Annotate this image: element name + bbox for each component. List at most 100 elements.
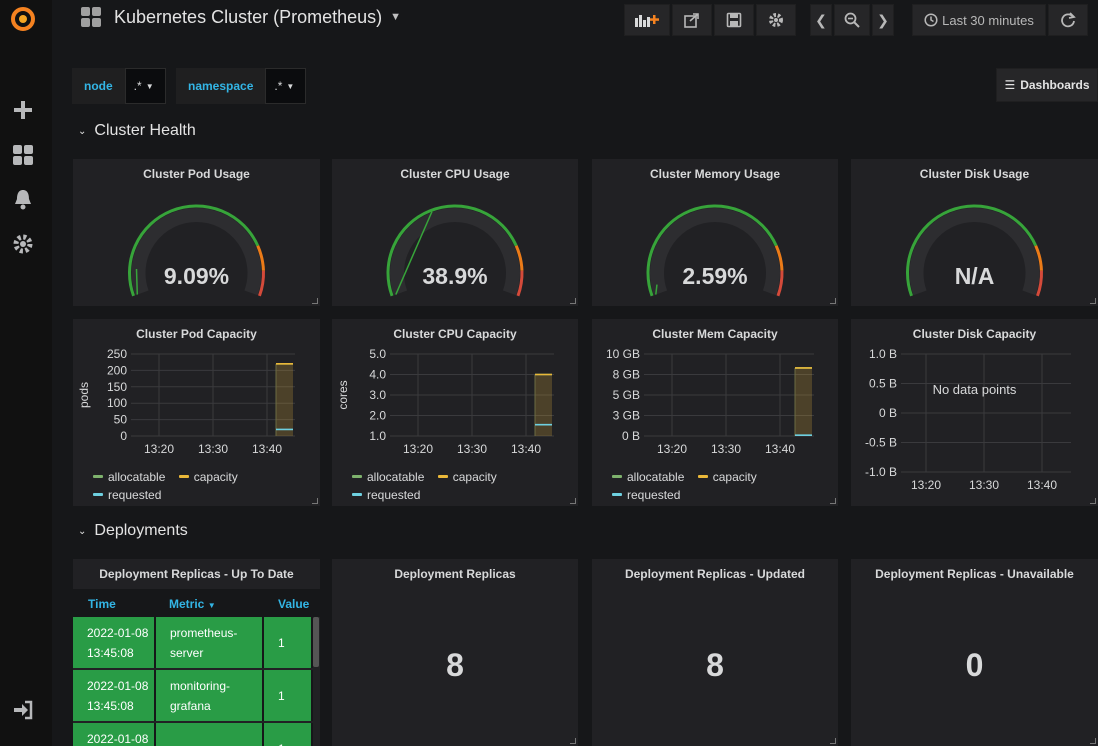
gauge-threshold-critical bbox=[1036, 270, 1043, 297]
singlestat-value: 0 bbox=[965, 647, 984, 683]
variable-node-label: node bbox=[72, 68, 125, 104]
panel-title[interactable]: Cluster CPU Usage bbox=[400, 167, 510, 181]
x-tick-label: 13:20 bbox=[657, 442, 687, 456]
gauge-threshold-critical bbox=[258, 270, 265, 297]
y-tick-label: 0 B bbox=[622, 429, 640, 443]
cell-metric: prometheus-server bbox=[156, 617, 264, 668]
legend-capacity[interactable]: capacity bbox=[697, 470, 757, 484]
cell-value: 1 bbox=[264, 617, 313, 668]
panel-deployment-replicas-unavailable: Deployment Replicas - Unavailable 0 bbox=[851, 559, 1098, 746]
legend-requested[interactable]: requested bbox=[352, 488, 420, 502]
panel-title[interactable]: Deployment Replicas - Up To Date bbox=[99, 567, 294, 581]
x-tick-label: 13:20 bbox=[911, 478, 941, 492]
grafana-logo-icon[interactable] bbox=[10, 6, 36, 32]
resize-handle[interactable] bbox=[830, 498, 836, 504]
variable-namespace-label: namespace bbox=[176, 68, 266, 104]
gauge-pod-usage bbox=[128, 204, 265, 297]
time-range-label: Last 30 minutes bbox=[942, 12, 1034, 28]
time-back-button[interactable]: ❮ bbox=[810, 4, 832, 36]
bars-icon: ☰ bbox=[1004, 78, 1016, 92]
panel-title[interactable]: Cluster Disk Usage bbox=[919, 167, 1030, 181]
legend-allocatable[interactable]: allocatable bbox=[352, 470, 424, 484]
gauge-track bbox=[909, 208, 1040, 296]
zoom-out-button[interactable] bbox=[834, 4, 870, 36]
legend-capacity[interactable]: capacity bbox=[178, 470, 238, 484]
y-tick-label: 50 bbox=[114, 413, 128, 427]
dashboard-title[interactable]: Kubernetes Cluster (Prometheus) bbox=[114, 6, 383, 27]
singlestat-value: 8 bbox=[446, 647, 464, 683]
cell-value: 1 bbox=[264, 670, 313, 721]
panel-title[interactable]: Deployment Replicas - Unavailable bbox=[875, 567, 1074, 581]
refresh-button[interactable] bbox=[1048, 4, 1088, 36]
cell-time: 2022-01-08 13:45:08 bbox=[73, 617, 156, 668]
panel-title[interactable]: Cluster CPU Capacity bbox=[393, 327, 517, 341]
resize-handle[interactable] bbox=[570, 738, 576, 744]
resize-handle[interactable] bbox=[312, 298, 318, 304]
column-header-value[interactable]: Value bbox=[278, 597, 310, 611]
cell-metric: monitoring-grafana bbox=[156, 670, 264, 721]
bell-icon[interactable] bbox=[10, 186, 36, 212]
x-tick-label: 13:30 bbox=[457, 442, 487, 456]
y-tick-label: 2.0 bbox=[369, 409, 386, 423]
resize-handle[interactable] bbox=[1090, 298, 1096, 304]
row-deployments-title: Deployments bbox=[94, 522, 188, 539]
dashboard-picker[interactable]: Kubernetes Cluster (Prometheus) ▼ bbox=[80, 6, 401, 28]
y-tick-label: 5 GB bbox=[613, 388, 640, 402]
legend-capacity[interactable]: capacity bbox=[437, 470, 497, 484]
panel-cluster-mem-capacity: Cluster Mem Capacity 10 GB 8 GB 5 GB 3 GB 0 … bbox=[592, 319, 838, 506]
panel-cluster-pod-usage: Cluster Pod Usage 9.09% bbox=[73, 159, 320, 306]
panel-title[interactable]: Deployment Replicas bbox=[394, 567, 516, 581]
row-deployments[interactable]: ⌄ Deployments bbox=[78, 522, 188, 540]
gauge-value: N/A bbox=[954, 263, 995, 289]
legend-allocatable[interactable]: allocatable bbox=[612, 470, 684, 484]
share-button[interactable] bbox=[672, 4, 712, 36]
column-header-metric[interactable]: Metric ▼ bbox=[169, 597, 216, 611]
resize-handle[interactable] bbox=[570, 498, 576, 504]
legend-requested[interactable]: requested bbox=[93, 488, 161, 502]
save-button[interactable] bbox=[714, 4, 754, 36]
gauge-threshold-ok bbox=[646, 204, 778, 297]
resize-handle[interactable] bbox=[830, 298, 836, 304]
panel-title[interactable]: Cluster Pod Usage bbox=[143, 167, 250, 181]
panel-title[interactable]: Cluster Disk Capacity bbox=[912, 327, 1037, 341]
caret-down-icon: ▼ bbox=[390, 11, 402, 23]
row-cluster-health-title: Cluster Health bbox=[94, 122, 196, 139]
settings-button[interactable] bbox=[756, 4, 796, 36]
resize-handle[interactable] bbox=[570, 298, 576, 304]
panel-title[interactable]: Deployment Replicas - Updated bbox=[624, 567, 806, 581]
resize-handle[interactable] bbox=[1090, 498, 1096, 504]
chevron-down-icon: ⌄ bbox=[78, 125, 87, 137]
y-tick-label: -0.5 B bbox=[865, 436, 897, 450]
table-header: Time Metric ▼ Value bbox=[73, 589, 320, 617]
panel-title[interactable]: Cluster Memory Usage bbox=[649, 167, 781, 181]
variable-namespace-select[interactable]: .* ▼ bbox=[265, 68, 307, 104]
row-cluster-health[interactable]: ⌄ Cluster Health bbox=[78, 122, 196, 140]
variable-node-select[interactable]: .* ▼ bbox=[124, 68, 166, 104]
dashboards-icon[interactable] bbox=[10, 142, 36, 168]
time-forward-button[interactable]: ❯ bbox=[872, 4, 894, 36]
gauge-threshold-warn bbox=[256, 245, 265, 271]
legend-allocatable[interactable]: allocatable bbox=[93, 470, 165, 484]
gauge-value-line bbox=[395, 211, 433, 295]
panel-title[interactable]: Cluster Mem Capacity bbox=[652, 327, 778, 341]
legend-requested[interactable]: requested bbox=[612, 488, 680, 502]
y-tick-label: 200 bbox=[107, 363, 127, 377]
add-panel-button[interactable] bbox=[624, 4, 670, 36]
caret-down-icon: ▼ bbox=[145, 81, 154, 91]
resize-handle[interactable] bbox=[1090, 738, 1096, 744]
y-tick-label: 10 GB bbox=[606, 347, 640, 361]
cell-value: 1 bbox=[264, 723, 313, 746]
resize-handle[interactable] bbox=[830, 738, 836, 744]
column-header-time[interactable]: Time bbox=[88, 597, 116, 611]
time-picker-button[interactable]: Last 30 minutes bbox=[912, 4, 1046, 36]
table-scrollbar[interactable] bbox=[313, 617, 319, 667]
gauge-threshold-critical bbox=[516, 270, 524, 297]
panel-title[interactable]: Cluster Pod Capacity bbox=[136, 327, 257, 341]
plus-icon[interactable] bbox=[10, 97, 36, 123]
gear-icon[interactable] bbox=[10, 231, 36, 257]
add-panel-icon bbox=[635, 15, 659, 27]
dashboards-button[interactable]: ☰ Dashboards bbox=[996, 68, 1098, 102]
gauge-threshold-ok bbox=[386, 204, 518, 297]
resize-handle[interactable] bbox=[312, 498, 318, 504]
sign-in-icon[interactable] bbox=[10, 697, 36, 723]
